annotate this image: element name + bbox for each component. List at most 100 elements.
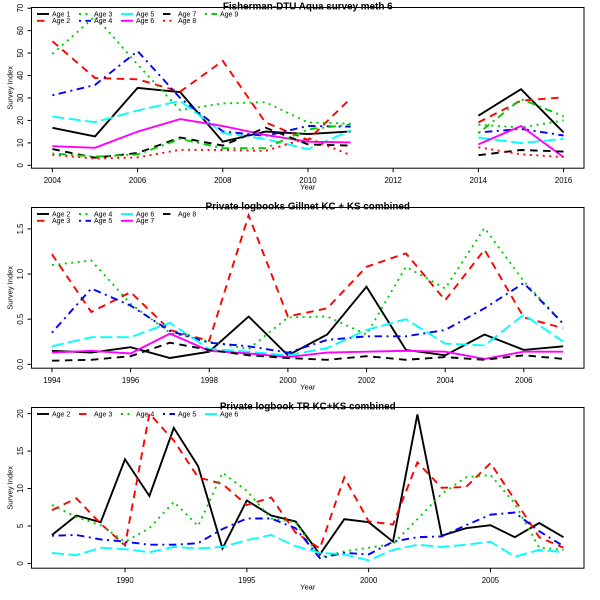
y-tick-label: 1.0: [16, 268, 25, 280]
legend-label-age-5: Age 5: [94, 218, 112, 225]
series-line-age-4: [51, 471, 564, 559]
legend-label-age-9: Age 9: [220, 11, 238, 18]
series-line-age-3: [51, 14, 351, 125]
series-line-age-2: [51, 414, 564, 557]
series-line-age-6: [51, 313, 564, 357]
series-line-age-6: [478, 124, 565, 158]
series-line-age-5: [51, 511, 564, 560]
y-tick-label: 0.0: [16, 358, 25, 370]
legend-label-age-3: Age 3: [94, 411, 112, 418]
panel-title: Private logbooks Gillnet KC + KS combine…: [206, 201, 410, 212]
series-line-age-4: [51, 226, 564, 351]
y-axis-title: Survey Index: [5, 266, 14, 310]
panel-2: 1994 1996 1998 2000 2002 2004 2006 0.0 0.5 1.0 1.5…: [5, 201, 585, 392]
series-line-age-9: [477, 98, 564, 134]
legend-label-age-4: Age 4: [136, 411, 154, 418]
x-tick-label: 2004: [44, 176, 62, 185]
x-tick-label: 2002: [358, 376, 375, 385]
x-tick-label: 1994: [43, 376, 61, 385]
x-tick-label: 2006: [515, 376, 532, 385]
x-tick-label: 1990: [116, 576, 134, 585]
y-tick-label: 40: [16, 71, 25, 80]
panel-title: Fisherman-DTU Aqua survey meth 6: [223, 1, 393, 12]
x-axis-title: Year: [300, 583, 316, 592]
legend-label-age-6: Age 6: [136, 18, 154, 25]
x-tick-label: 1996: [122, 376, 139, 385]
legend-label-age-6: Age 6: [136, 211, 154, 218]
series-line-age-6: [51, 534, 564, 562]
y-tick-label: 0.5: [16, 313, 25, 325]
panel-1: 2004 2006 2008 2010 2012 2014 2016 0 10 20 30 40 50 6…: [5, 1, 585, 192]
y-axis-title: Survey Index: [5, 66, 14, 110]
legend-label-age-6: Age 6: [220, 411, 238, 418]
x-tick-label: 2008: [214, 176, 231, 185]
series-line-age-8: [51, 341, 564, 362]
legend-label-age-7: Age 7: [178, 11, 196, 18]
y-tick-label: 70: [16, 3, 25, 12]
series-line-age-1: [477, 87, 565, 134]
x-tick-label: 2010: [299, 176, 317, 185]
y-tick-label: 60: [16, 26, 25, 35]
legend-label-age-7: Age 7: [136, 218, 154, 225]
series-line-age-7: [51, 332, 564, 360]
series-line-age-6: [52, 118, 351, 149]
legend-label-age-5: Age 5: [178, 411, 196, 418]
series-line-age-3: [51, 212, 564, 342]
legend-label-age-1: Age 1: [52, 11, 70, 18]
x-tick-label: 2005: [482, 576, 500, 585]
x-axis-title: Year: [300, 183, 316, 192]
legend-label-age-5: Age 5: [136, 11, 154, 18]
legend-label-age-8: Age 8: [178, 18, 196, 25]
x-tick-label: 1998: [201, 376, 218, 385]
series-line-age-7: [478, 149, 564, 157]
series-line-age-8: [52, 136, 351, 160]
legend: Age 2 Age 3 Age 4 Age 5 Age 6: [37, 411, 238, 418]
plot-box: [31, 207, 585, 369]
series-line-age-4: [478, 127, 564, 137]
y-tick-label: 30: [16, 93, 25, 102]
plot-box: [31, 407, 585, 569]
legend-label-age-2: Age 2: [52, 18, 70, 25]
x-tick-label: 2014: [470, 176, 488, 185]
legend-label-age-2: Age 2: [52, 211, 70, 218]
y-axis-title: Survey Index: [5, 466, 14, 510]
legend-label-age-4: Age 4: [94, 18, 112, 25]
x-tick-label: 2000: [360, 576, 378, 585]
x-tick-label: 1995: [238, 576, 256, 585]
y-tick-label: 20: [16, 115, 25, 124]
x-tick-label: 2012: [384, 176, 401, 185]
series-line-age-5: [52, 99, 351, 151]
x-axis-title: Year: [300, 383, 316, 392]
legend-label-age-8: Age 8: [178, 211, 196, 218]
y-tick-label: 0: [16, 162, 25, 167]
series-line-age-3: [478, 119, 564, 129]
y-tick-label: 5: [16, 523, 25, 528]
y-tick-label: 20: [16, 409, 25, 418]
legend-label-age-4: Age 4: [94, 211, 112, 218]
x-tick-label: 2016: [555, 176, 572, 185]
legend-label-age-3: Age 3: [52, 218, 70, 225]
y-tick-label: 10: [16, 484, 25, 493]
series-line-age-5: [478, 136, 564, 145]
series-line-age-2: [51, 40, 352, 142]
x-tick-label: 2006: [129, 176, 146, 185]
panel-3: 1990 1995 2000 2005 0 5 10 15 20 Survey Index Year…: [5, 401, 585, 592]
y-tick-label: 10: [16, 138, 25, 147]
series-line-age-1: [52, 86, 351, 143]
series-line-age-9: [52, 123, 351, 158]
series-line-age-5: [51, 281, 564, 354]
y-tick-label: 1.5: [16, 223, 25, 235]
y-tick-label: 50: [16, 48, 25, 57]
x-tick-label: 2004: [437, 376, 455, 385]
x-tick-label: 2000: [279, 376, 297, 385]
series-line-age-8: [478, 146, 564, 159]
series-line-age-2: [477, 96, 564, 124]
panel-title: Private logbook TR KC+KS combined: [220, 401, 396, 412]
series-line-age-3: [51, 411, 564, 550]
legend-label-age-3: Age 3: [94, 11, 112, 18]
series-line-age-7: [52, 126, 351, 159]
